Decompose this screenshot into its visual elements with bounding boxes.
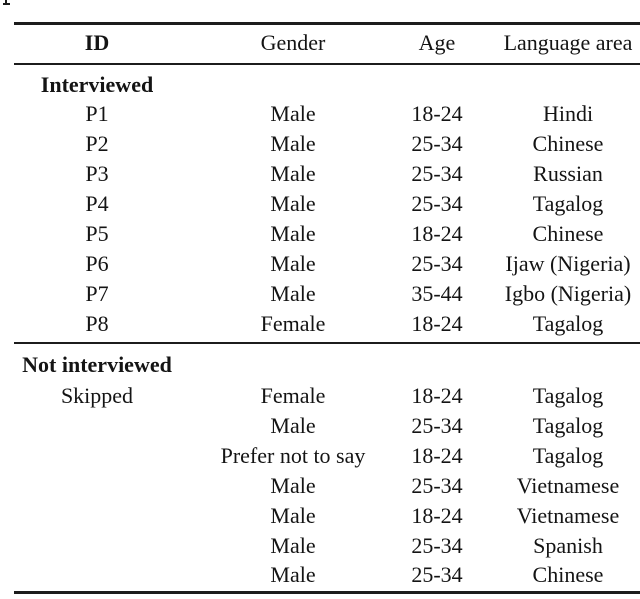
cell-id [14, 471, 180, 501]
table-top-rule [14, 22, 640, 25]
table-bottom-rule [14, 591, 640, 594]
cell-gender: Female [260, 383, 326, 408]
cell-id: P7 [85, 281, 109, 306]
cell-id: P2 [85, 131, 109, 156]
cell-age: 25-34 [411, 191, 463, 216]
cell-gender: Male [270, 281, 316, 306]
cell-id: P6 [85, 251, 109, 276]
cell-language: Ijaw (Nigeria) [505, 251, 631, 276]
table-row: Male 25-34 Spanish [14, 531, 640, 561]
cell-gender: Male [270, 503, 316, 528]
cell-id [14, 441, 180, 471]
cell-language: Vietnamese [516, 473, 620, 498]
section-header-interviewed: Interviewed [14, 70, 180, 100]
table-header-row: ID Gender Age Language area [14, 28, 640, 58]
cell-gender: Prefer not to say [220, 443, 366, 468]
table-row: P7 Male 35-44 Igbo (Nigeria) [14, 279, 640, 309]
cell-age: 18-24 [411, 383, 463, 408]
cell-age: 25-34 [411, 131, 463, 156]
cell-language: Tagalog [532, 443, 604, 468]
section-label: Interviewed [40, 72, 154, 97]
table-row: Male 25-34 Tagalog [14, 411, 640, 441]
cell-language: Tagalog [532, 191, 604, 216]
table-section-rule [14, 342, 640, 344]
table-row: P8 Female 18-24 Tagalog [14, 309, 640, 339]
cell-language: Igbo (Nigeria) [504, 281, 632, 306]
cell-id: P1 [85, 101, 109, 126]
cell-age: 25-34 [411, 533, 463, 558]
column-header-language: Language area [503, 30, 633, 55]
cell-id: P3 [85, 161, 109, 186]
table-row: Male 25-34 Chinese [14, 560, 640, 590]
table-header-rule [14, 63, 640, 65]
cell-language: Spanish [533, 533, 603, 558]
table-row: P5 Male 18-24 Chinese [14, 219, 640, 249]
cell-id: Skipped [60, 383, 134, 408]
cell-language: Hindi [542, 101, 594, 126]
cell-age: 18-24 [411, 443, 463, 468]
cell-gender: Male [270, 101, 316, 126]
cell-language: Chinese [532, 131, 604, 156]
cell-gender: Male [270, 131, 316, 156]
table-row: Male 25-34 Vietnamese [14, 471, 640, 501]
cell-id [14, 531, 180, 561]
cell-id: P5 [85, 221, 109, 246]
cell-id [14, 560, 180, 590]
cell-age: 25-34 [411, 562, 463, 587]
cell-age: 25-34 [411, 161, 463, 186]
table-row: Male 18-24 Vietnamese [14, 501, 640, 531]
cell-age: 18-24 [411, 311, 463, 336]
table-row: P4 Male 25-34 Tagalog [14, 189, 640, 219]
cell-gender: Male [270, 191, 316, 216]
cell-gender: Female [260, 311, 326, 336]
cell-language: Tagalog [532, 413, 604, 438]
column-header-gender: Gender [260, 30, 326, 55]
column-header-age: Age [418, 30, 456, 55]
cell-language: Chinese [532, 221, 604, 246]
table-row: Skipped Female 18-24 Tagalog [14, 381, 640, 411]
cell-id: P4 [85, 191, 109, 216]
cell-age: 18-24 [411, 101, 463, 126]
cell-id [14, 501, 180, 531]
cell-language: Chinese [532, 562, 604, 587]
cell-gender: Male [270, 473, 316, 498]
table-row: P2 Male 25-34 Chinese [14, 129, 640, 159]
column-header-id: ID [84, 30, 110, 55]
cell-gender: Male [270, 413, 316, 438]
cell-age: 18-24 [411, 503, 463, 528]
cropped-text-fragment [3, 0, 10, 5]
cell-id: P8 [85, 311, 109, 336]
cell-gender: Male [270, 161, 316, 186]
cell-age: 18-24 [411, 221, 463, 246]
cell-language: Russian [533, 161, 603, 186]
cell-age: 35-44 [411, 281, 463, 306]
section-label: Not interviewed [22, 352, 172, 377]
table-row: Prefer not to say 18-24 Tagalog [14, 441, 640, 471]
table-row: P1 Male 18-24 Hindi [14, 99, 640, 129]
cell-gender: Male [270, 533, 316, 558]
table-row: P6 Male 25-34 Ijaw (Nigeria) [14, 249, 640, 279]
section-header-not-interviewed: Not interviewed [14, 350, 180, 380]
cell-language: Tagalog [532, 383, 604, 408]
cell-language: Tagalog [532, 311, 604, 336]
cell-id [14, 411, 180, 441]
cell-language: Vietnamese [516, 503, 620, 528]
cell-gender: Male [270, 251, 316, 276]
cell-gender: Male [270, 221, 316, 246]
table-row: P3 Male 25-34 Russian [14, 159, 640, 189]
cell-gender: Male [270, 562, 316, 587]
cell-age: 25-34 [411, 413, 463, 438]
cell-age: 25-34 [411, 473, 463, 498]
cell-age: 25-34 [411, 251, 463, 276]
